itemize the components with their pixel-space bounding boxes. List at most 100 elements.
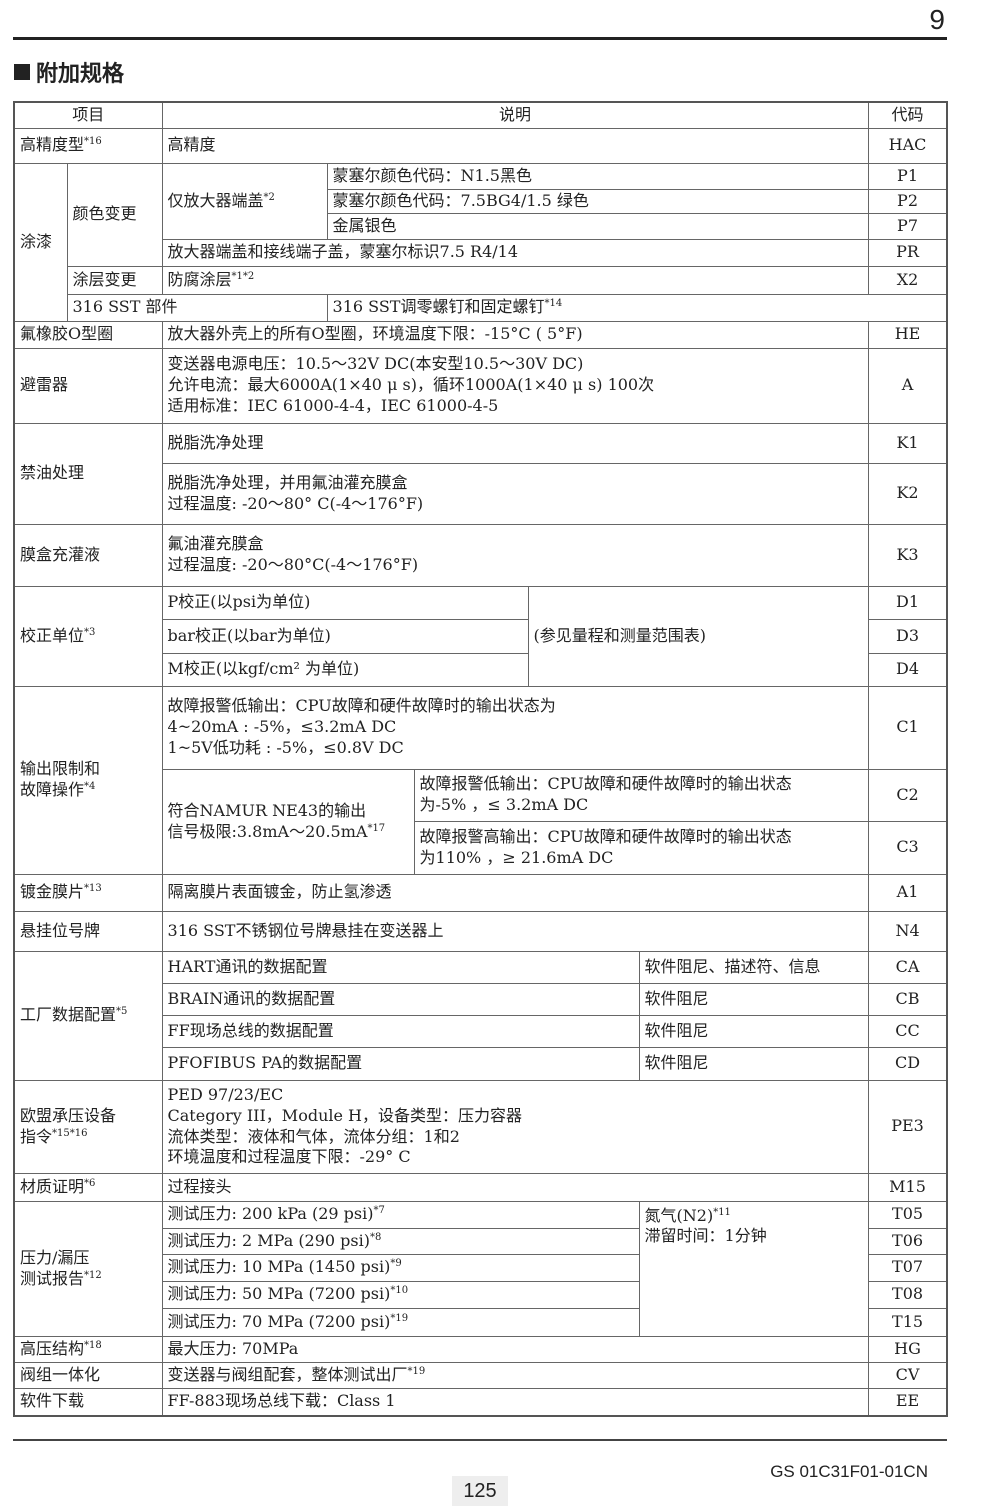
item-cell: 316 SST 部件 — [66, 293, 328, 322]
note-cell: 软件阻尼 — [638, 982, 869, 1016]
code-cell: CD — [867, 1046, 948, 1081]
table-row: 测试压力: 10 MPa (1450 psi)*9 T07 — [14, 1253, 948, 1282]
code-cell: K1 — [867, 422, 948, 464]
code-cell: CA — [867, 950, 948, 984]
desc-group-cell: 符合NAMUR NE43的输出 信号极限:3.8mA～20.5mA*17 — [161, 768, 415, 875]
code-cell: HG — [867, 1335, 948, 1363]
desc-cell: 测试压力: 2 MPa (290 psi)*8 — [161, 1227, 640, 1255]
table-row: 放大器端盖和接线端子盖，蒙塞尔标识7.5 R4/14 PR — [14, 238, 948, 267]
code-cell: M15 — [867, 1172, 948, 1202]
desc-cell: P校正(以psi为单位) — [161, 585, 529, 620]
code-cell: C1 — [867, 685, 948, 770]
code-cell: P7 — [867, 212, 948, 240]
code-cell: P1 — [867, 162, 948, 190]
desc-cell: 测试压力: 10 MPa (1450 psi)*9 — [161, 1253, 640, 1282]
code-cell: X2 — [867, 265, 948, 295]
note-cell: 氮气(N2)*11 滞留时间：1分钟 — [638, 1200, 869, 1337]
code-cell: D1 — [867, 585, 948, 620]
item-cell: 氟橡胶O型圈 — [13, 320, 163, 349]
table-row: 涂层变更 防腐涂层*1*2 X2 — [14, 265, 948, 295]
table-row: 符合NAMUR NE43的输出 信号极限:3.8mA～20.5mA*17 故障报… — [14, 768, 948, 875]
item-cell: 膜盒充灌液 — [13, 523, 163, 587]
item-cell: 压力/漏压 测试报告*12 — [13, 1200, 163, 1337]
subitem-cell: 涂层变更 — [66, 265, 163, 295]
desc-cell: 蒙塞尔颜色代码：7.5BG4/1.5 绿色 — [326, 188, 869, 214]
note-cell: 软件阻尼、描述符、信息 — [638, 950, 869, 984]
item-cell: 避雷器 — [13, 347, 163, 424]
item-cell: 输出限制和 故障操作*4 — [13, 685, 163, 875]
code-cell: EE — [867, 1387, 948, 1417]
desc-cell: 防腐涂层*1*2 — [161, 265, 869, 295]
desc-cell: 316 SST调零螺钉和固定螺钉*14 — [326, 293, 948, 322]
table-row: 高压结构*18 最大压力: 70MPa HG — [13, 1335, 948, 1363]
note-cell: 软件阻尼 — [638, 1014, 869, 1048]
table-row: 阀组一体化 变送器与阀组配套，整体测试出厂*19 CV — [13, 1361, 948, 1389]
table-row: 悬挂位号牌 316 SST不锈钢位号牌悬挂在变送器上 N4 — [13, 910, 948, 952]
header-desc: 说明 — [161, 101, 869, 129]
item-cell: 阀组一体化 — [13, 1361, 163, 1389]
item-cell: 工厂数据配置*5 — [13, 950, 163, 1081]
table-row: 工厂数据配置*5 HART通讯的数据配置 软件阻尼、描述符、信息 CA — [13, 950, 948, 1081]
table-row: BRAIN通讯的数据配置 软件阻尼 CB — [14, 982, 948, 1016]
table-row: 校正单位*3 P校正(以psi为单位) (参见量程和测量范围表) D1 — [13, 585, 948, 687]
item-cell: 校正单位*3 — [13, 585, 163, 687]
desc-cell: 金属银色 — [326, 212, 869, 240]
note-cell: (参见量程和测量范围表) — [527, 585, 869, 687]
table-row: 压力/漏压 测试报告*12 测试压力: 200 kPa (29 psi)*7 氮… — [13, 1200, 948, 1337]
code-cell: T15 — [867, 1307, 948, 1337]
desc-cell: 脱脂洗净处理，并用氟油灌充膜盒 过程温度: -20～80° C(-4～176°F… — [161, 462, 869, 525]
table-row: 316 SST 部件 316 SST调零螺钉和固定螺钉*14 HC — [14, 293, 948, 322]
code-cell: CV — [867, 1361, 948, 1389]
item-cell: 高精度型*16 — [13, 127, 163, 164]
table-row: 欧盟承压设备 指令*15*16 PED 97/23/EC Category II… — [13, 1079, 948, 1174]
desc-cell: 故障报警高输出：CPU故障和硬件故障时的输出状态 为110% ，≥ 21.6mA… — [413, 820, 869, 875]
desc-cell: PFOFIBUS PA的数据配置 — [161, 1046, 640, 1081]
desc-cell: BRAIN通讯的数据配置 — [161, 982, 640, 1016]
desc-cell: 测试压力: 70 MPa (7200 psi)*19 — [161, 1307, 640, 1337]
code-cell: CB — [867, 982, 948, 1016]
document-id: GS 01C31F01-01CN — [770, 1462, 928, 1481]
table-row: M校正(以kgf/cm² 为单位) D4 — [14, 652, 948, 687]
desc-cell: 脱脂洗净处理 — [161, 422, 869, 464]
code-cell: K3 — [867, 523, 948, 587]
square-bullet-icon — [14, 64, 30, 80]
table-row: 镀金膜片*13 隔离膜片表面镀金，防止氢渗透 A1 — [13, 873, 948, 912]
desc-cell: 放大器端盖和接线端子盖，蒙塞尔标识7.5 R4/14 — [161, 238, 869, 267]
table-row: 避雷器 变送器电源电压：10.5～32V DC(本安型10.5～30V DC) … — [13, 347, 948, 424]
footer-rule — [13, 1439, 947, 1441]
table-row: 材质证明*6 过程接头 M15 — [13, 1172, 948, 1202]
table-row: 测试压力: 70 MPa (7200 psi)*19 T15 — [14, 1307, 948, 1337]
code-cell: N4 — [867, 910, 948, 952]
code-cell: C3 — [867, 820, 948, 875]
header-rule — [13, 37, 947, 40]
item-cell: 悬挂位号牌 — [13, 910, 163, 952]
table-row: 金属银色 P7 — [14, 212, 948, 240]
code-cell: HE — [867, 320, 948, 349]
table-row: 故障报警高输出：CPU故障和硬件故障时的输出状态 为110% ，≥ 21.6mA… — [14, 820, 948, 875]
desc-cell: 故障报警低输出：CPU故障和硬件故障时的输出状态 为-5% ，≤ 3.2mA D… — [413, 768, 869, 822]
code-cell: HAC — [867, 127, 948, 164]
desc-cell: 高精度 — [161, 127, 869, 164]
desc-cell: 过程接头 — [161, 1172, 869, 1202]
item-cell: 禁油处理 — [13, 422, 163, 525]
desc-cell: FF-883现场总线下载：Class 1 — [161, 1387, 869, 1417]
table-row: 测试压力: 50 MPa (7200 psi)*10 T08 — [14, 1280, 948, 1309]
desc-cell: 变送器电源电压：10.5～32V DC(本安型10.5～30V DC) 允许电流… — [161, 347, 869, 424]
table-row: 高精度型*16 高精度 HAC — [13, 127, 948, 164]
header-code: 代码 — [867, 101, 948, 129]
desc-cell: 蒙塞尔颜色代码：N1.5黑色 — [326, 162, 869, 190]
desc-cell: 测试压力: 200 kPa (29 psi)*7 — [161, 1200, 640, 1229]
desc-cell: PED 97/23/EC Category III，Module H，设备类型：… — [161, 1079, 869, 1174]
footer-page-number: 125 — [452, 1476, 508, 1506]
note-cell: 软件阻尼 — [638, 1046, 869, 1081]
desc-cell: 隔离膜片表面镀金，防止氢渗透 — [161, 873, 869, 912]
desc-cell: 放大器外壳上的所有O型圈，环境温度下限：-15°C ( 5°F) — [161, 320, 869, 349]
item-cell: 软件下载 — [13, 1387, 163, 1417]
code-cell: A1 — [867, 873, 948, 912]
item-cell: 涂漆 — [13, 162, 68, 322]
section-title-text: 附加规格 — [36, 62, 125, 87]
code-cell: CC — [867, 1014, 948, 1048]
table-row: PFOFIBUS PA的数据配置 软件阻尼 CD — [14, 1046, 948, 1081]
desc-group-cell: 仅放大器端盖*2 — [161, 162, 328, 240]
desc-cell: 故障报警低输出：CPU故障和硬件故障时的输出状态为 4~20mA : -5%，≤… — [161, 685, 869, 770]
